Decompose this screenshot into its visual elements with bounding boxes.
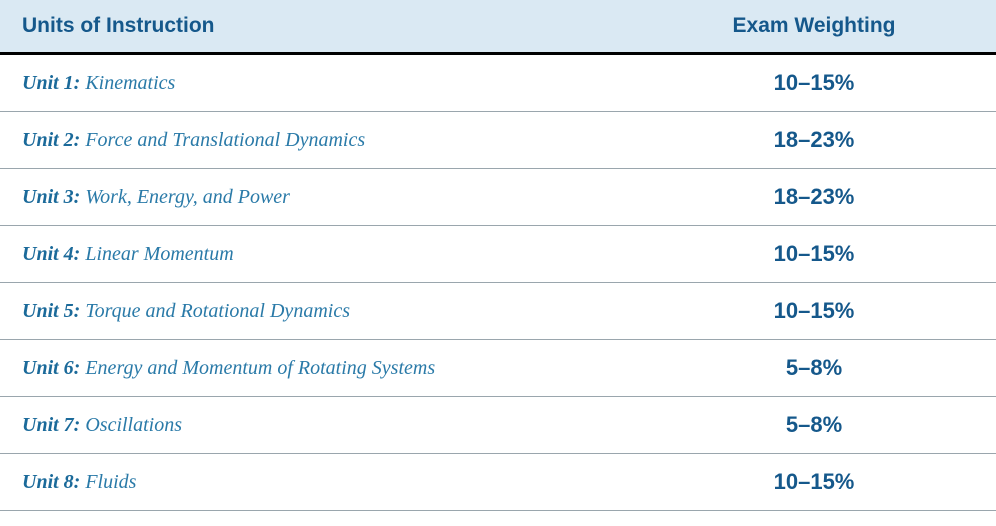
unit-title: Force and Translational Dynamics [85, 129, 365, 151]
weight-cell: 10–15% [654, 70, 974, 96]
unit-label: Unit 6: [22, 357, 80, 379]
weight-cell: 18–23% [654, 184, 974, 210]
unit-cell: Unit 3: Work, Energy, and Power [22, 186, 654, 209]
table-row: Unit 5: Torque and Rotational Dynamics 1… [0, 283, 996, 340]
header-units-label: Units of Instruction [22, 14, 654, 38]
unit-title: Torque and Rotational Dynamics [85, 300, 350, 322]
weight-cell: 18–23% [654, 127, 974, 153]
weight-cell: 10–15% [654, 241, 974, 267]
table-row: Unit 3: Work, Energy, and Power 18–23% [0, 169, 996, 226]
table-row: Unit 1: Kinematics 10–15% [0, 55, 996, 112]
table-row: Unit 7: Oscillations 5–8% [0, 397, 996, 454]
unit-cell: Unit 1: Kinematics [22, 72, 654, 95]
table-row: Unit 6: Energy and Momentum of Rotating … [0, 340, 996, 397]
unit-label: Unit 3: [22, 186, 80, 208]
weight-cell: 10–15% [654, 298, 974, 324]
unit-label: Unit 8: [22, 471, 80, 493]
weight-cell: 10–15% [654, 469, 974, 495]
unit-label: Unit 5: [22, 300, 80, 322]
unit-cell: Unit 4: Linear Momentum [22, 243, 654, 266]
unit-cell: Unit 5: Torque and Rotational Dynamics [22, 300, 654, 323]
unit-title: Linear Momentum [85, 243, 233, 265]
unit-title: Fluids [85, 471, 136, 493]
unit-label: Unit 7: [22, 414, 80, 436]
unit-title: Energy and Momentum of Rotating Systems [85, 357, 435, 379]
weight-cell: 5–8% [654, 355, 974, 381]
table-row: Unit 4: Linear Momentum 10–15% [0, 226, 996, 283]
weight-cell: 5–8% [654, 412, 974, 438]
exam-weighting-table: Units of Instruction Exam Weighting Unit… [0, 0, 996, 511]
header-weighting-label: Exam Weighting [654, 14, 974, 38]
unit-cell: Unit 7: Oscillations [22, 414, 654, 437]
table-row: Unit 2: Force and Translational Dynamics… [0, 112, 996, 169]
table-header-row: Units of Instruction Exam Weighting [0, 0, 996, 55]
unit-label: Unit 4: [22, 243, 80, 265]
unit-cell: Unit 6: Energy and Momentum of Rotating … [22, 357, 654, 380]
unit-title: Oscillations [85, 414, 182, 436]
unit-title: Kinematics [85, 72, 175, 94]
unit-label: Unit 2: [22, 129, 80, 151]
unit-title: Work, Energy, and Power [85, 186, 290, 208]
unit-cell: Unit 8: Fluids [22, 471, 654, 494]
unit-label: Unit 1: [22, 72, 80, 94]
table-row: Unit 8: Fluids 10–15% [0, 454, 996, 511]
unit-cell: Unit 2: Force and Translational Dynamics [22, 129, 654, 152]
